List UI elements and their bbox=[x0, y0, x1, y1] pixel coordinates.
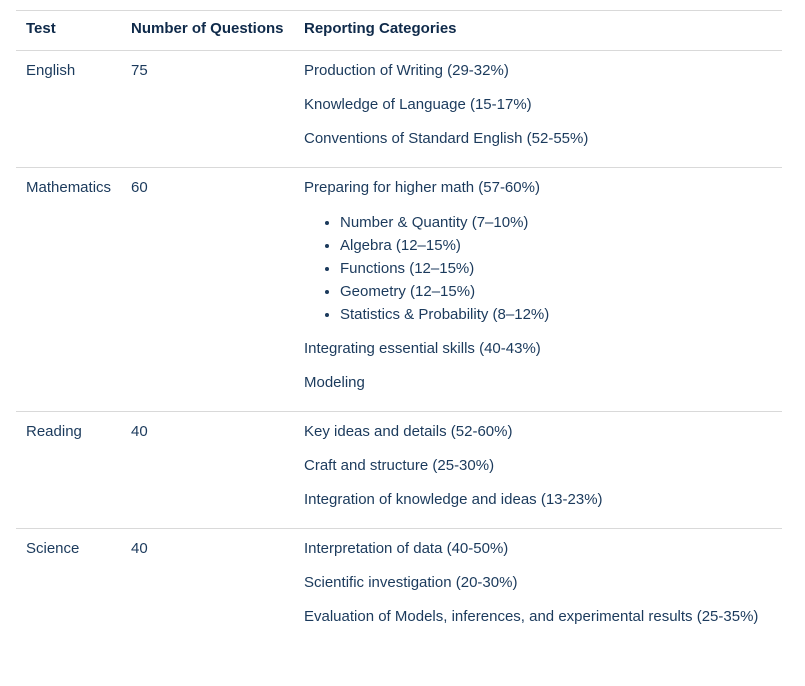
table-row-reading: Reading 40 Key ideas and details (52-60%… bbox=[16, 412, 782, 529]
cell-questions: 40 bbox=[131, 423, 148, 440]
table-row-mathematics: Mathematics 60 Preparing for higher math… bbox=[16, 168, 782, 412]
cell-questions: 60 bbox=[131, 179, 148, 196]
category-item: Production of Writing (29-32%) bbox=[304, 62, 509, 79]
cell-categories: Key ideas and details (52-60%) Craft and… bbox=[294, 412, 782, 529]
header-questions: Number of Questions bbox=[131, 20, 284, 37]
category-item: Key ideas and details (52-60%) bbox=[304, 423, 513, 440]
math-subcategory-list: Number & Quantity (7–10%) Algebra (12–15… bbox=[304, 211, 782, 326]
cell-categories: Production of Writing (29-32%) Knowledge… bbox=[294, 51, 782, 168]
subcategory-item: Statistics & Probability (8–12%) bbox=[340, 303, 782, 326]
category-item: Interpretation of data (40-50%) bbox=[304, 540, 509, 557]
table-body: English 75 Production of Writing (29-32%… bbox=[16, 51, 782, 646]
category-item: Preparing for higher math (57-60%) bbox=[304, 179, 540, 196]
cell-test: Science bbox=[26, 540, 80, 557]
category-item: Craft and structure (25-30%) bbox=[304, 457, 495, 474]
cell-questions: 40 bbox=[131, 540, 148, 557]
subcategory-item: Functions (12–15%) bbox=[340, 257, 782, 280]
cell-test: Mathematics bbox=[26, 179, 112, 196]
subcategory-item: Geometry (12–15%) bbox=[340, 280, 782, 303]
cell-categories: Interpretation of data (40-50%) Scientif… bbox=[294, 529, 782, 646]
header-categories: Reporting Categories bbox=[304, 20, 457, 37]
cell-categories: Preparing for higher math (57-60%) Numbe… bbox=[294, 168, 782, 412]
header-test: Test bbox=[26, 20, 56, 37]
table-header: Test Number of Questions Reporting Categ… bbox=[16, 10, 782, 51]
category-item: Integrating essential skills (40-43%) bbox=[304, 340, 541, 357]
subcategory-item: Algebra (12–15%) bbox=[340, 234, 782, 257]
category-item: Knowledge of Language (15-17%) bbox=[304, 96, 532, 113]
subcategory-item: Number & Quantity (7–10%) bbox=[340, 211, 782, 234]
cell-questions: 75 bbox=[131, 62, 148, 79]
cell-test: Reading bbox=[26, 423, 82, 440]
cell-test: English bbox=[26, 62, 76, 79]
header-row: Test Number of Questions Reporting Categ… bbox=[16, 10, 782, 51]
table-row-english: English 75 Production of Writing (29-32%… bbox=[16, 51, 782, 168]
category-item: Evaluation of Models, inferences, and ex… bbox=[304, 608, 759, 625]
table-row-science: Science 40 Interpretation of data (40-50… bbox=[16, 529, 782, 646]
category-item: Integration of knowledge and ideas (13-2… bbox=[304, 491, 603, 508]
category-item: Conventions of Standard English (52-55%) bbox=[304, 130, 589, 147]
test-structure-table: Test Number of Questions Reporting Categ… bbox=[16, 10, 782, 645]
category-item: Scientific investigation (20-30%) bbox=[304, 574, 518, 591]
category-item: Modeling bbox=[304, 374, 365, 391]
